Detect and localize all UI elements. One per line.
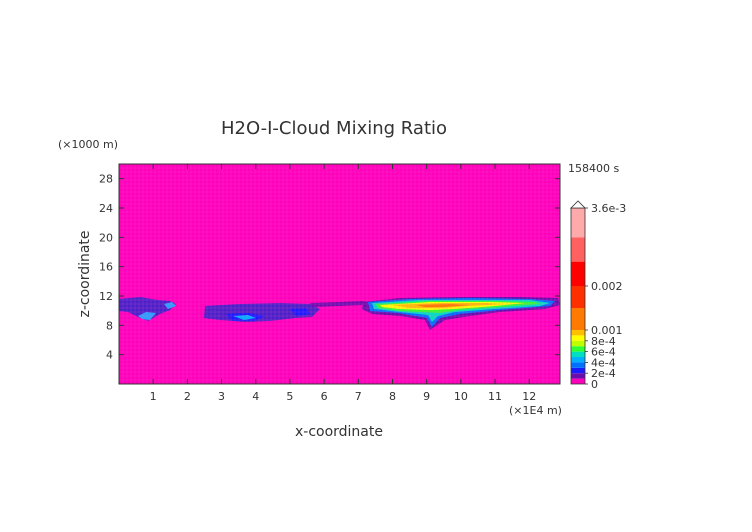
x-unit-label: (×1E4 m) [509,404,562,417]
colorbar-swatch [571,357,585,363]
colorbar-swatch [571,346,585,352]
x-tick-label: 3 [218,390,225,403]
x-tick-label: 5 [286,390,293,403]
colorbar-label: 0.002 [591,280,623,293]
x-tick-label: 9 [423,390,430,403]
colorbar-swatch [571,335,585,341]
colorbar-swatch [571,261,585,286]
x-tick-label: 2 [184,390,191,403]
cloud-core-right [416,304,470,307]
cloud-core-left-2 [164,302,176,309]
cloud-region-left [119,297,176,321]
grid-texture [119,164,560,384]
x-tick-label: 6 [321,390,328,403]
colorbar-label: 0 [591,378,598,391]
y-tick-label: 28 [99,173,113,186]
plot-background [119,164,560,384]
colorbar-label: 3.6e-3 [591,202,626,215]
colorbar-label: 8e-4 [591,335,616,348]
x-tick-label: 7 [355,390,362,403]
x-tick-label: 4 [252,390,259,403]
colorbar-swatch [571,308,585,330]
time-label: 158400 s [568,162,619,175]
colorbar-label: 4e-4 [591,356,616,369]
y-tick-label: 24 [99,202,113,215]
colorbar-swatch [571,286,585,308]
y-tick-label: 8 [106,319,113,332]
colorbar-swatch [571,237,585,262]
colorbar-label: 0.001 [591,324,623,337]
x-tick-label: 8 [389,390,396,403]
colorbar-swatch [571,351,585,357]
cloud-core-middle-2 [233,315,256,320]
cloud-region-thin [310,301,365,307]
x-axis: 1 2 3 4 5 6 7 8 9 10 11 12 [150,164,536,403]
colorbar-swatch [571,330,585,336]
y-tick-label: 12 [99,290,113,303]
cloud-field [119,297,560,330]
colorbar-label: 2e-4 [591,367,616,380]
x-tick-label: 10 [454,390,468,403]
x-tick-label: 12 [522,390,536,403]
x-tick-label: 11 [488,390,502,403]
x-tick-label: 1 [150,390,157,403]
x-axis-label: x-coordinate [295,424,383,440]
y-unit-label: (×1000 m) [58,138,118,151]
colorbar-swatch [571,208,585,238]
plot-area [119,164,560,384]
y-tick-label: 20 [99,231,113,244]
colorbar-swatch [571,340,585,347]
colorbar-swatch [571,378,585,384]
chart-title: H2O-I-Cloud Mixing Ratio [221,118,447,139]
colorbar-swatch [571,373,585,379]
colorbar-extend-arrow [570,200,586,209]
y-axis-label: z-coordinate [77,230,93,317]
y-tick-label: 4 [106,349,113,362]
colorbar-label: 6e-4 [591,346,616,359]
cloud-core-left [138,312,156,320]
y-axis: 4 8 12 16 20 24 28 [99,173,560,362]
plot-frame [118,163,561,385]
colorbar-swatch [571,367,585,374]
y-tick-label: 16 [99,261,113,274]
colorbar-swatch [571,362,585,368]
cloud-core-middle-3 [290,308,310,316]
